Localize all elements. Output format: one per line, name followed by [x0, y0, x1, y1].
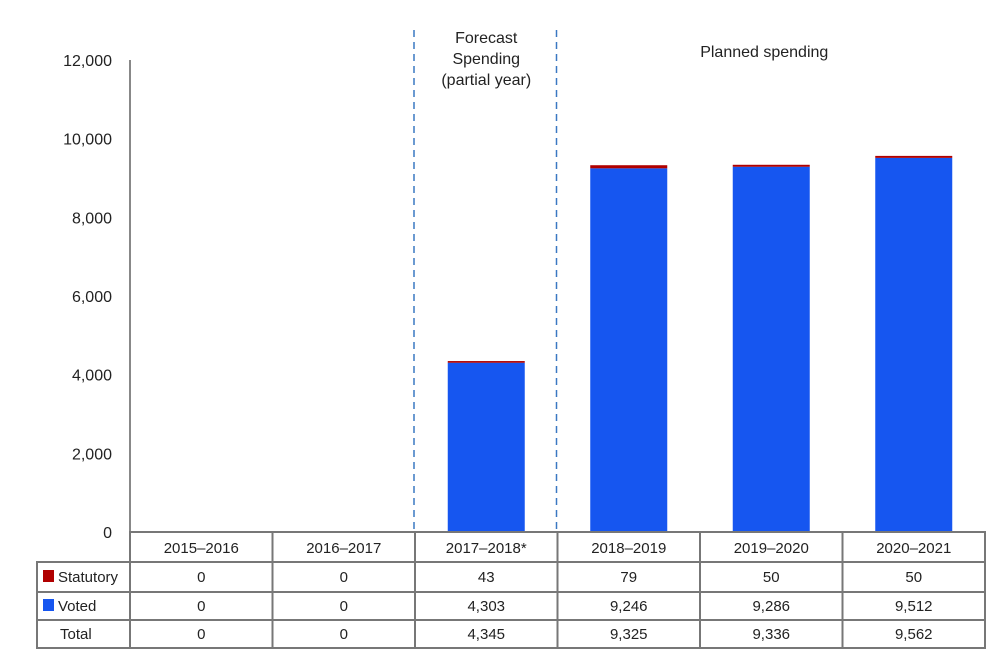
legend-swatch-voted [43, 599, 54, 611]
y-tick-label: 4,000 [72, 368, 112, 385]
row-label: Statutory [58, 569, 119, 586]
table-cell: 9,246 [610, 598, 648, 615]
planned-annotation: Planned spending [700, 44, 828, 61]
table-cell: 0 [197, 626, 205, 643]
table-cell: 9,512 [895, 598, 933, 615]
y-tick-label: 10,000 [63, 132, 112, 149]
row-label: Total [60, 626, 92, 643]
table-cell: 9,562 [895, 626, 933, 643]
bar-voted [732, 166, 810, 532]
table-cell: 9,286 [752, 598, 790, 615]
table-cell: 50 [763, 569, 780, 586]
bar-voted [447, 362, 525, 532]
y-tick-label: 8,000 [72, 210, 112, 227]
table-cell: 50 [905, 569, 922, 586]
y-tick-label: 0 [103, 525, 112, 542]
category-label: 2015–2016 [164, 540, 239, 557]
bar-statutory [732, 164, 810, 167]
y-tick-label: 2,000 [72, 446, 112, 463]
category-label: 2016–2017 [306, 540, 381, 557]
category-label: 2019–2020 [734, 540, 809, 557]
table-cell: 43 [478, 569, 495, 586]
table-cell: 0 [340, 598, 348, 615]
table-cell: 0 [340, 569, 348, 586]
forecast-annotation: (partial year) [441, 72, 531, 89]
bar-statutory [875, 155, 953, 158]
category-label: 2020–2021 [876, 540, 951, 557]
table-cell: 4,303 [467, 598, 505, 615]
bar-statutory [447, 361, 525, 363]
legend-swatch-statutory [43, 570, 54, 582]
forecast-annotation: Forecast [455, 30, 518, 47]
bar-statutory [590, 165, 668, 169]
table-cell: 9,325 [610, 626, 648, 643]
table-cell: 4,345 [467, 626, 505, 643]
table-cell: 0 [340, 626, 348, 643]
table-cell: 79 [620, 569, 637, 586]
category-label: 2018–2019 [591, 540, 666, 557]
bar-voted [875, 157, 953, 532]
bar-voted [590, 168, 668, 532]
forecast-annotation: Spending [452, 51, 520, 68]
row-label: Voted [58, 598, 96, 615]
category-label: 2017–2018* [446, 540, 527, 557]
y-tick-label: 12,000 [63, 53, 112, 70]
table-cell: 0 [197, 598, 205, 615]
table-cell: 0 [197, 569, 205, 586]
table-cell: 9,336 [752, 626, 790, 643]
y-tick-label: 6,000 [72, 289, 112, 306]
